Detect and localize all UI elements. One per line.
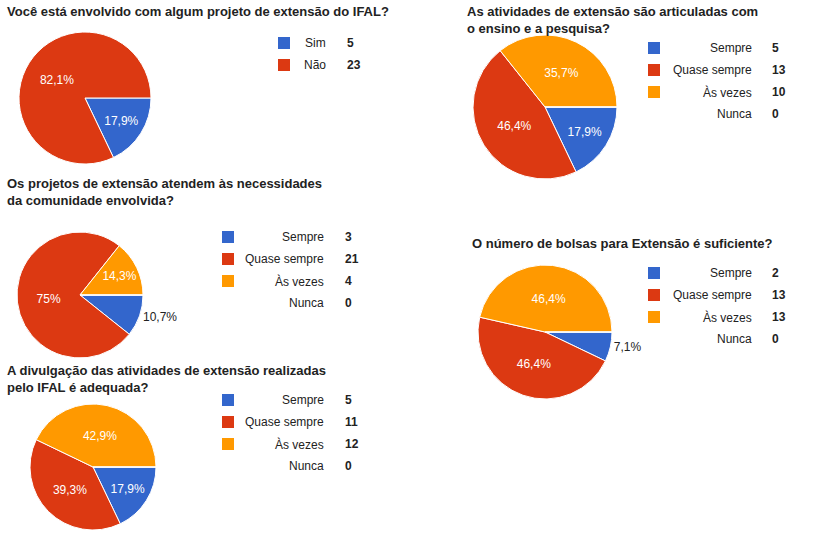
svg-text:Quase sempre: Quase sempre [673,63,752,77]
svg-text:Você está envolvido com algum: Você está envolvido com algum projeto de… [7,4,389,19]
svg-text:Não: Não [304,58,326,72]
svg-text:As atividades de extensão são: As atividades de extensão são articulada… [467,4,758,36]
svg-text:Sempre: Sempre [282,393,324,407]
svg-text:17,9%: 17,9% [104,114,138,128]
svg-text:4: 4 [345,274,352,288]
svg-text:42,9%: 42,9% [83,429,117,443]
svg-text:Sempre: Sempre [282,230,324,244]
svg-text:17,9%: 17,9% [568,125,602,139]
svg-text:Sim: Sim [305,36,326,50]
svg-text:Os projetos de extensão atende: Os projetos de extensão atendem às neces… [7,176,322,208]
svg-text:46,4%: 46,4% [517,357,551,371]
svg-text:75%: 75% [37,292,61,306]
svg-text:5: 5 [347,36,354,50]
svg-text:Nunca: Nunca [717,107,752,121]
svg-text:Nunca: Nunca [717,332,752,346]
svg-text:82,1%: 82,1% [40,73,74,87]
svg-text:Nunca: Nunca [289,296,324,310]
svg-text:0: 0 [345,459,352,473]
svg-text:O número de bolsas para Extens: O número de bolsas para Extensão é sufic… [472,236,773,251]
svg-text:3: 3 [345,230,352,244]
svg-text:0: 0 [772,107,779,121]
svg-text:39,3%: 39,3% [53,483,87,497]
svg-text:Sempre: Sempre [710,41,752,55]
svg-text:5: 5 [345,393,352,407]
svg-text:13: 13 [772,310,786,324]
svg-text:35,7%: 35,7% [544,66,578,80]
svg-text:12: 12 [345,437,359,451]
svg-text:10: 10 [772,85,786,99]
svg-text:5: 5 [772,41,779,55]
svg-text:Nunca: Nunca [289,459,324,473]
svg-text:Sempre: Sempre [710,266,752,280]
svg-text:Quase sempre: Quase sempre [245,415,324,429]
svg-text:0: 0 [772,332,779,346]
svg-text:A divulgação das atividades de: A divulgação das atividades de extensão … [7,363,326,395]
svg-text:14,3%: 14,3% [102,269,136,283]
svg-text:10,7%: 10,7% [143,310,177,324]
svg-text:Às vezes: Às vezes [703,310,752,325]
svg-text:Quase sempre: Quase sempre [245,252,324,266]
svg-text:21: 21 [345,252,359,266]
svg-text:11: 11 [345,415,358,429]
svg-text:0: 0 [345,296,352,310]
svg-text:7,1%: 7,1% [614,340,642,354]
svg-text:Às vezes: Às vezes [275,437,324,452]
svg-text:Às vezes: Às vezes [275,274,324,289]
svg-text:46,4%: 46,4% [497,119,531,133]
svg-text:13: 13 [772,63,786,77]
svg-text:17,9%: 17,9% [111,482,145,496]
svg-text:23: 23 [347,58,361,72]
svg-text:46,4%: 46,4% [532,292,566,306]
svg-text:Quase sempre: Quase sempre [673,288,752,302]
svg-text:2: 2 [772,266,779,280]
svg-text:13: 13 [772,288,786,302]
svg-text:Às vezes: Às vezes [703,85,752,100]
